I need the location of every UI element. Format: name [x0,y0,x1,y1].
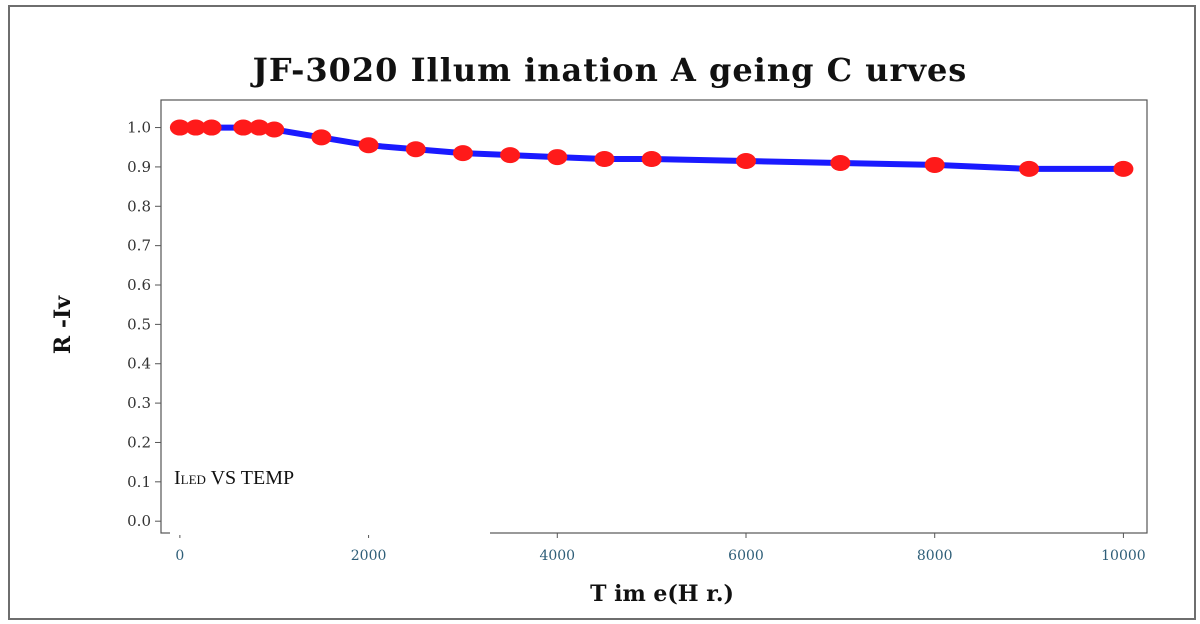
y-tick-label: 0.1 [127,473,151,491]
data-point [201,119,222,136]
y-axis-label: R -Iv [50,295,76,354]
x-axis-label: T im e(H r.) [590,581,734,607]
data-point [452,145,473,162]
data-point [924,156,945,173]
y-tick-label: 0.5 [127,315,151,333]
x-tick-label: 6000 [728,548,764,564]
y-tick-label: 0.2 [127,433,151,451]
x-tick-label: 10000 [1101,548,1146,564]
data-series [169,119,1134,177]
x-tick-label: 8000 [917,548,953,564]
y-tick-label: 0.4 [127,355,151,373]
chart-frame: JF-3020 Illum ination A geing C urves 0.… [8,5,1196,620]
data-point [830,154,851,171]
data-point [264,121,285,138]
chart-title: JF-3020 Illum ination A geing C urves [250,51,968,89]
overlay-label-prefix: I [174,467,181,489]
y-tick-label: 0.9 [127,158,151,176]
x-tick-label: 0 [175,548,184,564]
x-tick-label: 2000 [351,548,387,564]
y-tick-label: 0.8 [127,197,151,215]
overlay-label-suffix: VS TEMP [205,467,295,489]
data-point [405,141,426,158]
y-tick-label: 1.0 [127,119,151,137]
y-axis-ticks: 0.0 0.1 0.2 0.3 0.4 0.5 0.6 0.7 0.8 0.9 1.0 [127,119,161,530]
data-point [500,147,521,164]
chart-canvas: JF-3020 Illum ination A geing C urves 0.… [50,51,1148,607]
data-point [249,119,270,136]
data-point [311,129,332,146]
data-point [641,151,662,168]
data-point [233,119,254,136]
overlay-label: ILED VS TEMP [174,467,294,490]
data-point [1019,160,1040,177]
x-axis-ticks: 0 2000 4000 6000 8000 10000 [175,533,1146,564]
data-point [358,137,379,154]
x-tick-label: 4000 [539,548,575,564]
overlay-label-sub: LED [180,472,206,487]
data-point [547,149,568,166]
y-tick-label: 0.3 [127,394,151,412]
y-tick-label: 0.6 [127,276,151,294]
data-point [169,119,190,136]
data-point [1113,160,1134,177]
y-tick-label: 0.0 [127,512,151,530]
y-tick-label: 0.7 [127,237,151,255]
plot-area [160,99,1148,534]
data-point [735,153,756,170]
data-point [594,151,615,168]
overlay-box: ILED VS TEMP [170,441,490,535]
data-point [185,119,206,136]
